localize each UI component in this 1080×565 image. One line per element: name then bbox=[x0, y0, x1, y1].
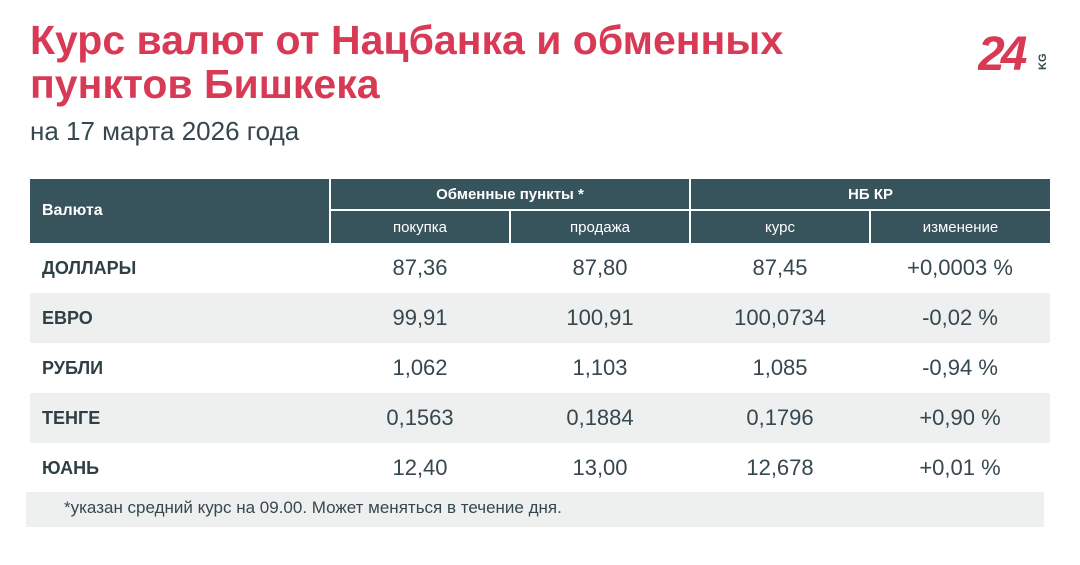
rate-value: 0,1796 bbox=[690, 393, 870, 443]
table-row: ЮАНЬ 12,40 13,00 12,678 +0,01 % bbox=[30, 443, 1050, 493]
currency-name: РУБЛИ bbox=[42, 357, 104, 378]
logo-suffix: KG bbox=[1037, 54, 1049, 71]
change-value: +0,01 % bbox=[919, 455, 1001, 480]
currency-name: ДОЛЛАРЫ bbox=[42, 257, 137, 278]
logo-number: 24 bbox=[978, 28, 1027, 78]
rate-value: 87,45 bbox=[752, 255, 808, 280]
site-logo[interactable]: 24 KG bbox=[978, 26, 1050, 78]
sell-value: 0,1884 bbox=[510, 393, 690, 443]
national-bank-header: НБ КР bbox=[688, 179, 1051, 211]
buy-value: 12,40 bbox=[392, 455, 448, 480]
sell-value: 100,91 bbox=[510, 293, 690, 343]
footnote: *указан средний курс на 09.00. Может мен… bbox=[26, 492, 1044, 527]
rate-column-header: курс bbox=[689, 210, 870, 243]
buy-value: 99,91 bbox=[330, 293, 510, 343]
sell-value: 1,103 bbox=[572, 355, 628, 380]
sell-column-header: продажа bbox=[509, 210, 690, 243]
table-row: ТЕНГЕ 0,1563 0,1884 0,1796 +0,90 % bbox=[30, 393, 1051, 443]
change-value: +0,0003 % bbox=[907, 255, 1013, 280]
sell-value: 87,80 bbox=[572, 255, 628, 280]
change-value: +0,90 % bbox=[870, 393, 1051, 443]
page-title: Курс валют от Нацбанка и обменных пункто… bbox=[30, 17, 784, 107]
table-row: ДОЛЛАРЫ 87,36 87,80 87,45 +0,0003 % bbox=[30, 243, 1050, 293]
sell-value: 13,00 bbox=[572, 455, 628, 480]
currency-name: ЕВРО bbox=[30, 293, 330, 343]
rate-value: 12,678 bbox=[746, 455, 814, 480]
buy-value: 1,062 bbox=[392, 355, 448, 380]
buy-value: 0,1563 bbox=[330, 393, 510, 443]
buy-value: 87,36 bbox=[392, 255, 448, 280]
currency-name: ЮАНЬ bbox=[42, 457, 100, 478]
page-subtitle: на 17 марта 2026 года bbox=[30, 116, 300, 146]
exchange-rates-table: Валюта Обменные пункты * НБ КР покупка п… bbox=[30, 179, 1051, 493]
table-row: РУБЛИ 1,062 1,103 1,085 -0,94 % bbox=[30, 343, 1050, 393]
change-value: -0,02 % bbox=[870, 293, 1051, 343]
rate-value: 100,0734 bbox=[690, 293, 870, 343]
table-row: ЕВРО 99,91 100,91 100,0734 -0,02 % bbox=[30, 293, 1051, 343]
buy-column-header: покупка bbox=[329, 210, 510, 243]
change-column-header: изменение bbox=[868, 210, 1051, 243]
exchange-offices-header: Обменные пункты * bbox=[329, 179, 690, 211]
currency-column-header: Валюта bbox=[30, 179, 330, 243]
currency-name: ТЕНГЕ bbox=[30, 393, 330, 443]
rate-value: 1,085 bbox=[752, 355, 808, 380]
change-value: -0,94 % bbox=[922, 355, 998, 380]
